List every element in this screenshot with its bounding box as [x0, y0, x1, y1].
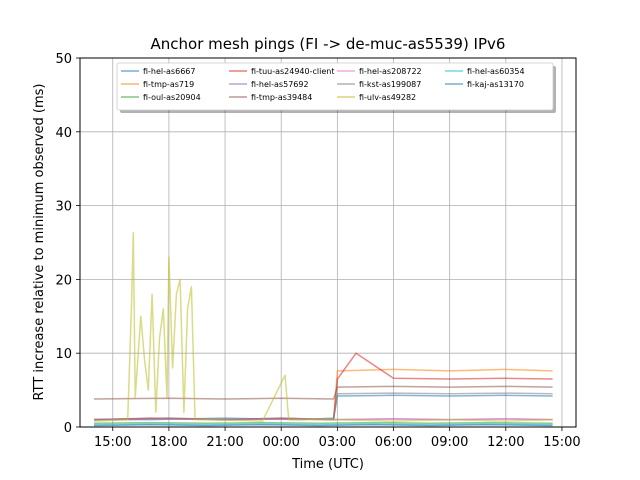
legend-label: fi-tmp-as719 — [143, 80, 194, 89]
series-lines — [93, 232, 553, 427]
legend-label: fi-kst-as199087 — [359, 80, 421, 89]
x-tick-label: 15:00 — [543, 435, 580, 450]
series-line-fi-ulv-as49282 — [93, 232, 553, 422]
legend-label: fi-oul-as20904 — [143, 93, 201, 102]
x-tick-label: 18:00 — [150, 435, 187, 450]
legend-label: fi-hel-as57692 — [251, 80, 309, 89]
x-tick-label: 09:00 — [431, 435, 468, 450]
x-tick-label: 15:00 — [94, 435, 131, 450]
y-tick-label: 10 — [55, 347, 72, 362]
x-tick-label: 06:00 — [375, 435, 412, 450]
x-tick-label: 12:00 — [487, 435, 524, 450]
x-tick-label: 03:00 — [319, 435, 356, 450]
plot-frame — [79, 57, 577, 428]
legend: fi-hel-as6667 fi-tmp-as719 fi-oul-as20904 f… — [116, 62, 556, 113]
x-tick-label: 21:00 — [206, 435, 243, 450]
x-tick-label: 00:00 — [262, 435, 299, 450]
y-tick-label: 50 — [55, 52, 72, 67]
series-line-fi-oul-as20904 — [93, 421, 553, 425]
series-line-fi-kaj-as13170 — [93, 424, 553, 427]
chart-title: Anchor mesh pings (FI -> de-muc-as5539) … — [151, 35, 506, 53]
legend-label: fi-tuu-as24940-client — [251, 67, 334, 76]
y-tick-label: 30 — [55, 200, 72, 215]
legend-label: fi-hel-as208722 — [359, 67, 422, 76]
legend-label: fi-ulv-as49282 — [359, 93, 416, 102]
legend-box — [116, 62, 554, 111]
x-axis-title: Time (UTC) — [291, 457, 364, 472]
legend-label: fi-hel-as6667 — [143, 67, 195, 76]
y-axis-ticks: 0 10 20 30 40 50 — [55, 52, 80, 436]
y-axis-title: RTT increase relative to minimum observe… — [32, 84, 47, 401]
y-tick-label: 40 — [55, 126, 72, 141]
series-line-fi-tmp-as39484 — [93, 385, 553, 400]
legend-label: fi-hel-as60354 — [467, 67, 525, 76]
legend-label: fi-tmp-as39484 — [251, 93, 312, 102]
x-axis-ticks: 15:00 18:00 21:00 00:00 03:00 06:00 09:00 12:00… — [94, 427, 581, 450]
y-tick-label: 20 — [55, 273, 72, 288]
y-tick-label: 0 — [64, 421, 72, 436]
legend-label: fi-kaj-as13170 — [467, 80, 524, 89]
